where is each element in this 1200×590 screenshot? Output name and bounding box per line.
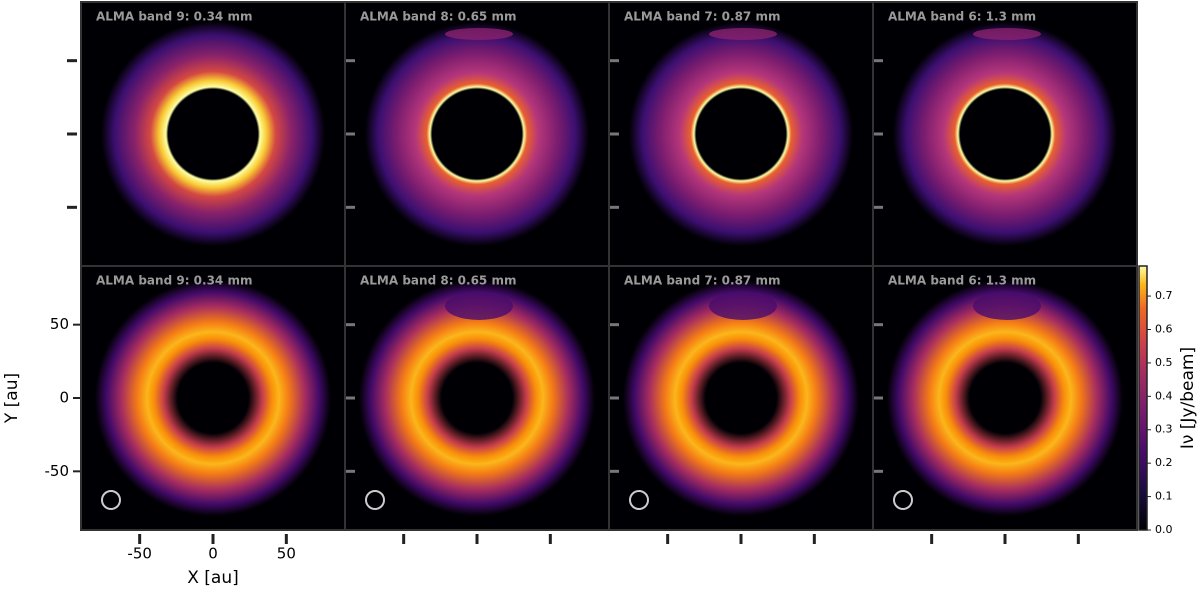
disk-image bbox=[359, 280, 595, 516]
panel-title: ALMA band 6: 1.3 mm bbox=[888, 274, 1036, 288]
disk-image bbox=[893, 22, 1117, 246]
colorbar-tick-label: 0.7 bbox=[1155, 289, 1173, 302]
panel-title: ALMA band 6: 1.3 mm bbox=[888, 10, 1036, 24]
y-axis-label: Y [au] bbox=[2, 373, 22, 424]
clump bbox=[709, 28, 777, 40]
y-tick-label: 0 bbox=[59, 389, 69, 407]
disk-image bbox=[623, 280, 859, 516]
y-tick-label: 50 bbox=[50, 315, 69, 333]
x-tick-label: -50 bbox=[127, 545, 152, 563]
disk-image bbox=[95, 280, 331, 516]
colorbar-label: Iν [Jy/beam] bbox=[1178, 347, 1198, 449]
clump bbox=[973, 292, 1041, 320]
disk-image bbox=[365, 22, 589, 246]
x-axis-label: X [au] bbox=[187, 568, 239, 588]
clump bbox=[973, 28, 1041, 40]
clump bbox=[445, 292, 513, 320]
panel-title: ALMA band 9: 0.34 mm bbox=[96, 274, 252, 288]
x-tick-label: 50 bbox=[277, 545, 296, 563]
panel-title: ALMA band 8: 0.65 mm bbox=[360, 274, 516, 288]
panel-title: ALMA band 7: 0.87 mm bbox=[624, 10, 780, 24]
beam bbox=[893, 490, 913, 510]
panel-title: ALMA band 8: 0.65 mm bbox=[360, 10, 516, 24]
panel-title: ALMA band 7: 0.87 mm bbox=[624, 274, 780, 288]
panel-frame bbox=[872, 265, 1138, 531]
panel-title: ALMA band 9: 0.34 mm bbox=[96, 10, 252, 24]
x-tick-label: 0 bbox=[208, 545, 218, 563]
beam bbox=[365, 490, 385, 510]
colorbar-tick-label: 0.3 bbox=[1155, 423, 1173, 436]
beam bbox=[629, 490, 649, 510]
colorbar-tick-label: 0.4 bbox=[1155, 389, 1173, 402]
colorbar-tick-label: 0.0 bbox=[1155, 523, 1173, 536]
colorbar-tick-label: 0.1 bbox=[1155, 490, 1173, 503]
clump bbox=[445, 28, 513, 40]
colorbar-tick-label: 0.6 bbox=[1155, 322, 1173, 335]
beam bbox=[101, 490, 121, 510]
y-tick-label: -50 bbox=[45, 462, 70, 480]
colorbar-tick-label: 0.2 bbox=[1155, 456, 1173, 469]
colorbar-tick-label: 0.5 bbox=[1155, 356, 1173, 369]
clump bbox=[709, 292, 777, 320]
disk-image bbox=[101, 22, 325, 246]
colorbar bbox=[1138, 265, 1148, 531]
disk-image bbox=[629, 22, 853, 246]
disk-image bbox=[887, 280, 1123, 516]
